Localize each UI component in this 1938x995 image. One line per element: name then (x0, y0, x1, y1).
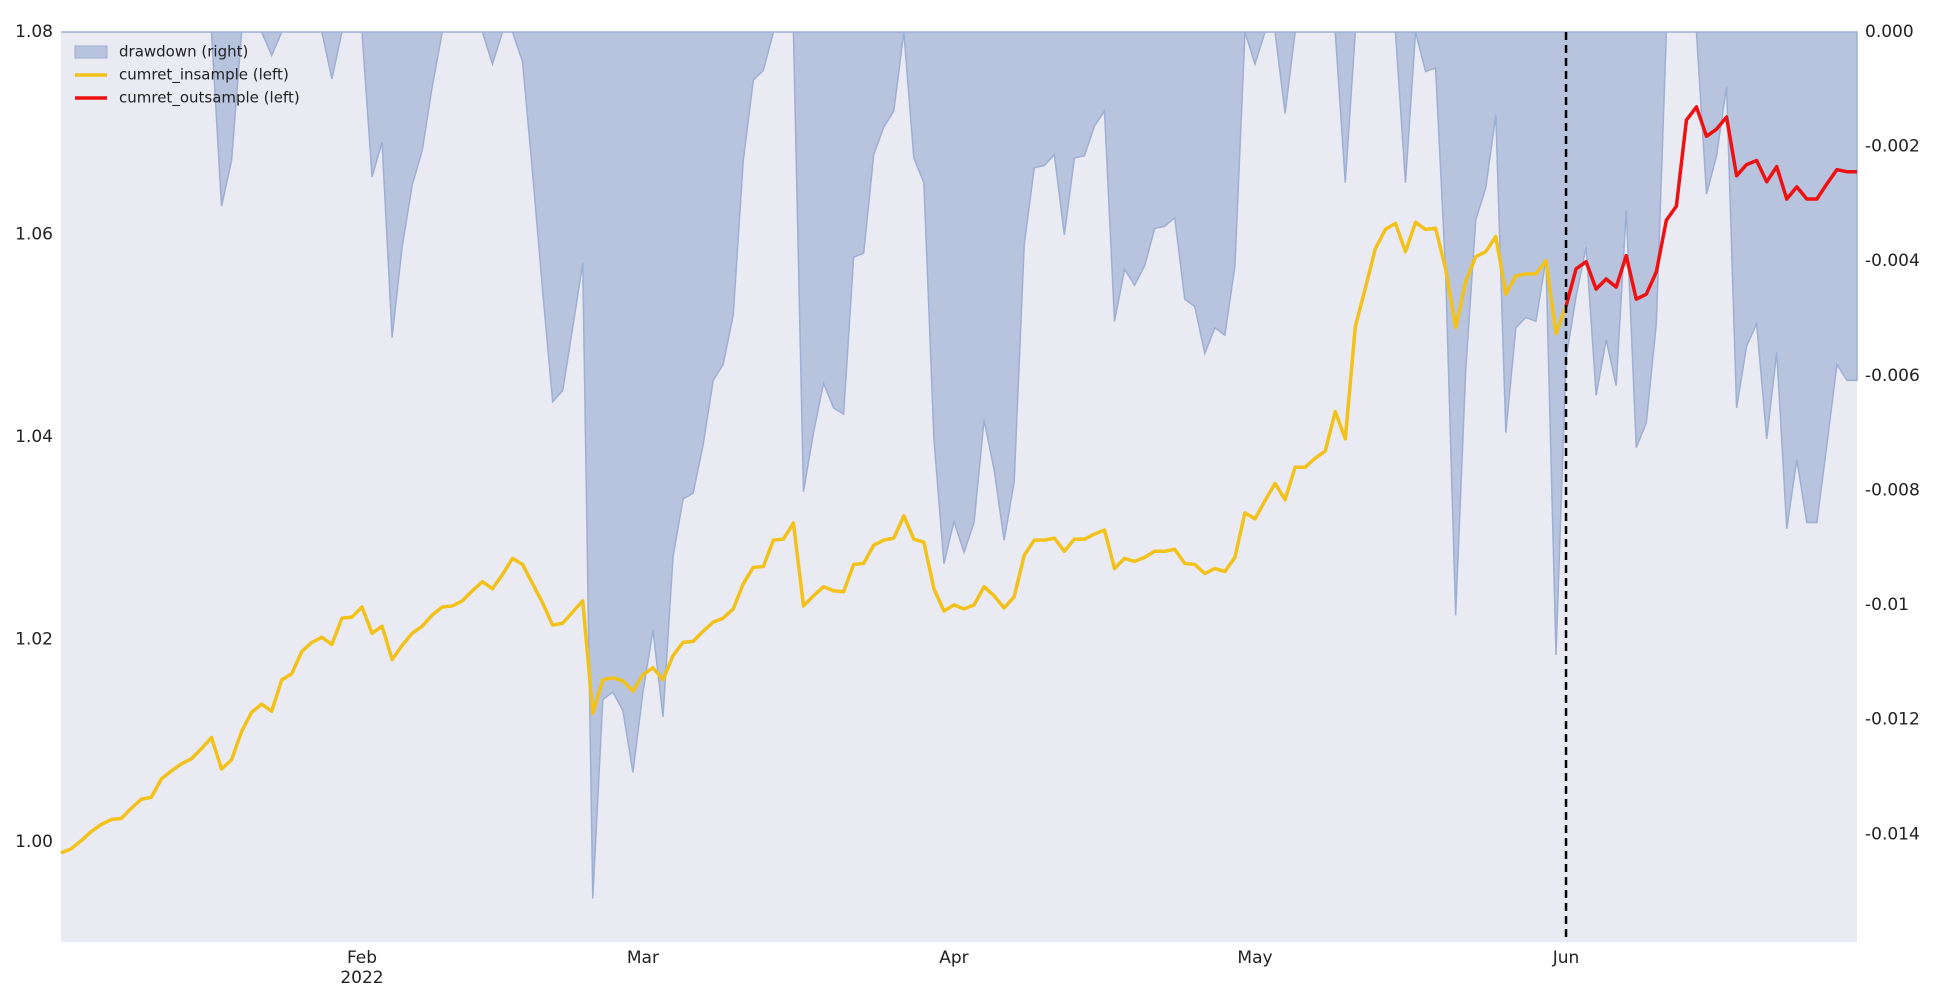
y-tick-label: 1.00 (15, 832, 53, 852)
y-tick-label: 1.02 (15, 629, 53, 649)
series-line (60, 220, 1568, 855)
x-tick-label: May (1237, 948, 1273, 968)
x-tick-label: Feb 2022 (340, 948, 384, 988)
y2-tick-label: -0.002 (1865, 137, 1920, 157)
legend-label: cumret_outsample (left) (119, 89, 300, 108)
y-tick-label: 1.04 (15, 427, 53, 447)
drawdown-area (61, 31, 1858, 899)
y2-tick-label: -0.006 (1865, 366, 1920, 386)
y2-tick-label: -0.012 (1865, 710, 1920, 730)
y2-tick-label: 0.000 (1865, 22, 1914, 42)
x-tick-label: Jun (1552, 948, 1580, 968)
x-tick-label: Mar (626, 948, 659, 968)
legend-label: cumret_insample (left) (119, 66, 289, 85)
y2-tick-label: -0.01 (1865, 595, 1909, 615)
legend-label: drawdown (right) (119, 43, 248, 61)
legend-swatch (74, 45, 108, 59)
series-line (1564, 105, 1857, 307)
y2-tick-label: -0.008 (1865, 480, 1920, 500)
y2-tick-label: -0.004 (1865, 251, 1920, 271)
y2-tick-label: -0.014 (1865, 824, 1920, 844)
y-tick-label: 1.08 (15, 22, 53, 42)
x-tick-label: Apr (939, 948, 969, 968)
y-tick-label: 1.06 (15, 224, 53, 244)
